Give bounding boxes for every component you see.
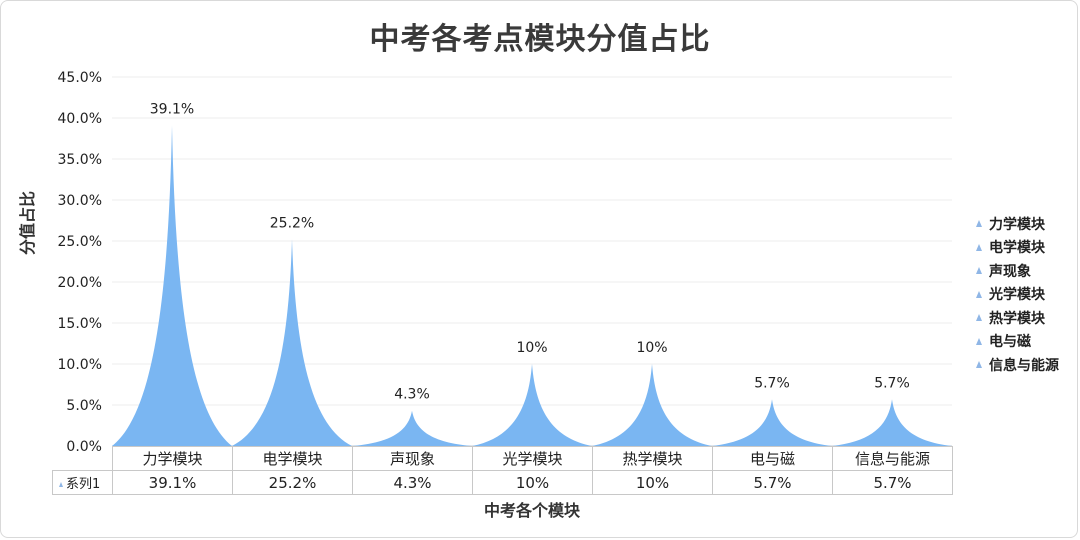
y-tick-label: 15.0% <box>58 316 102 332</box>
table-value-cell: 39.1% <box>112 470 233 495</box>
y-tick-label: 30.0% <box>58 193 102 209</box>
x-tick-label: 热学模块 <box>592 446 713 471</box>
legend-label: 电与磁 <box>989 334 1031 351</box>
bar-4 <box>472 364 592 446</box>
legend-entry: 热学模块 <box>976 306 1059 330</box>
legend-entry: 电学模块 <box>976 236 1059 260</box>
table-value-cell: 5.7% <box>832 470 953 495</box>
x-tick-label: 声现象 <box>352 446 473 471</box>
table-value-cell: 4.3% <box>352 470 473 495</box>
legend-entry: 信息与能源 <box>976 353 1059 377</box>
data-label: 39.1% <box>150 101 194 117</box>
table-corner-cell <box>52 446 113 471</box>
data-label: 5.7% <box>874 375 910 391</box>
y-tick-label: 45.0% <box>58 70 102 86</box>
legend-label: 光学模块 <box>989 287 1045 304</box>
bar-3 <box>352 410 472 446</box>
series-marker-icon <box>59 482 63 487</box>
x-tick-label: 信息与能源 <box>832 446 953 471</box>
table-series-cell: 系列1 <box>52 470 113 495</box>
table-value-cell: 25.2% <box>232 470 353 495</box>
chart-title: 中考各考点模块分值占比 <box>369 22 711 57</box>
y-tick-label: 20.0% <box>58 275 102 291</box>
bar-2 <box>232 239 352 446</box>
legend-label: 电学模块 <box>989 240 1045 257</box>
y-tick-label: 40.0% <box>58 111 102 127</box>
bar-7 <box>832 399 952 446</box>
legend-entry: 声现象 <box>976 259 1059 283</box>
legend-marker-icon <box>976 361 982 369</box>
table-category-row: 力学模块 电学模块 声现象 光学模块 热学模块 电与磁 信息与能源 <box>52 446 953 471</box>
bar-5 <box>592 364 712 446</box>
table-value-cell: 10% <box>472 470 593 495</box>
data-table: 力学模块 电学模块 声现象 光学模块 热学模块 电与磁 信息与能源 系列1 39.1% 25.… <box>52 446 953 495</box>
table-value-cell: 5.7% <box>712 470 833 495</box>
data-label: 10% <box>636 340 667 356</box>
legend-entry: 力学模块 <box>976 212 1059 236</box>
data-label: 5.7% <box>754 375 790 391</box>
legend-marker-icon <box>976 290 982 298</box>
legend-marker-icon <box>976 314 982 322</box>
y-tick-label: 10.0% <box>58 357 102 373</box>
legend-marker-icon <box>976 220 982 228</box>
legend-entry: 电与磁 <box>976 330 1059 354</box>
x-axis-title: 中考各个模块 <box>483 501 580 520</box>
data-label: 4.3% <box>394 387 430 403</box>
data-label: 25.2% <box>270 215 314 231</box>
legend-label: 声现象 <box>989 263 1031 280</box>
y-tick-label: 5.0% <box>66 398 102 414</box>
legend-marker-icon <box>976 337 982 345</box>
legend-marker-icon <box>976 243 982 251</box>
legend: 力学模块电学模块声现象光学模块热学模块电与磁信息与能源 <box>976 212 1059 377</box>
bar-6 <box>712 399 832 446</box>
legend-entry: 光学模块 <box>976 283 1059 307</box>
bar-1 <box>112 125 232 446</box>
y-tick-label: 35.0% <box>58 152 102 168</box>
table-series-name: 系列1 <box>66 477 101 492</box>
x-tick-label: 电学模块 <box>232 446 353 471</box>
y-tick-label: 25.0% <box>58 234 102 250</box>
legend-label: 热学模块 <box>989 310 1045 327</box>
x-tick-label: 力学模块 <box>112 446 233 471</box>
x-tick-label: 电与磁 <box>712 446 833 471</box>
legend-marker-icon <box>976 267 982 275</box>
table-value-cell: 10% <box>592 470 713 495</box>
x-tick-label: 光学模块 <box>472 446 593 471</box>
legend-label: 力学模块 <box>989 216 1045 233</box>
table-value-row: 系列1 39.1% 25.2% 4.3% 10% 10% 5.7% 5.7% <box>52 470 953 495</box>
legend-label: 信息与能源 <box>989 357 1059 374</box>
data-label: 10% <box>516 340 547 356</box>
